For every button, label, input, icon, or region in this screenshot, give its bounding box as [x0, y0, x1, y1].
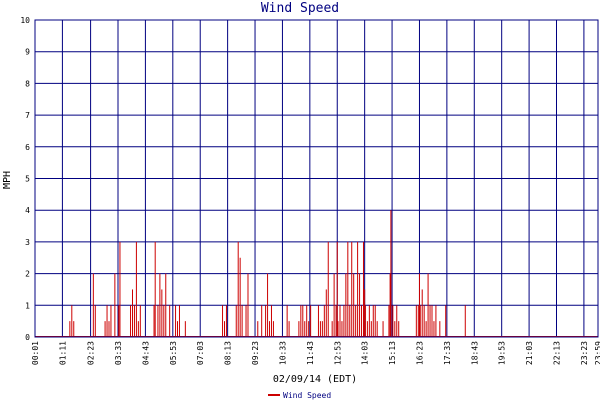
x-tick-label: 11:43: [306, 341, 315, 365]
x-tick-label: 10:33: [278, 341, 287, 365]
x-axis-label: 02/09/14 (EDT): [273, 374, 357, 385]
y-tick-label: 9: [25, 48, 30, 57]
chart-title: Wind Speed: [260, 1, 340, 16]
x-tick-label: 15:13: [388, 341, 397, 365]
y-axis-label: MPH: [2, 171, 13, 189]
x-tick-label: 03:33: [114, 341, 123, 365]
x-tick-label: 19:53: [498, 341, 507, 365]
x-tick-label: 23:59: [594, 341, 600, 365]
x-tick-label: 21:03: [525, 341, 534, 365]
x-tick-label: 12:53: [333, 341, 342, 365]
x-tick-labels: 00:01 01:11 02:23 03:33 04:43 05:53 07:03 08:13…: [31, 341, 600, 365]
x-tick-label: 07:03: [196, 341, 205, 365]
x-tick-label: 09:23: [251, 341, 260, 365]
x-tick-label: 08:13: [224, 341, 233, 365]
y-tick-label: 3: [25, 238, 30, 247]
bars-layer: [35, 210, 598, 337]
y-tick-label: 5: [25, 175, 30, 184]
x-tick-label: 23:23: [580, 341, 589, 365]
x-tick-label: 16:23: [415, 341, 424, 365]
y-tick-label: 6: [25, 143, 30, 152]
legend: Wind Speed: [268, 391, 331, 400]
x-tick-label: 18:43: [470, 341, 479, 365]
x-tick-label: 00:01: [31, 341, 40, 365]
legend-label: Wind Speed: [283, 391, 331, 400]
y-tick-label: 4: [25, 206, 30, 215]
x-tick-label: 22:13: [552, 341, 561, 365]
x-tick-label: 05:53: [169, 341, 178, 365]
y-tick-labels: 0 1 2 3 4 5 6 7 8 9 10: [20, 16, 30, 342]
y-tick-label: 2: [25, 270, 30, 279]
x-tick-label: 17:33: [443, 341, 452, 365]
y-tick-label: 7: [25, 111, 30, 120]
y-tick-label: 0: [25, 333, 30, 342]
grid-layer: [34, 19, 599, 338]
frame-layer: [34, 19, 599, 338]
y-tick-label: 8: [25, 79, 30, 88]
x-tick-label: 04:43: [141, 341, 150, 365]
x-tick-label: 02:23: [87, 341, 96, 365]
y-tick-label: 1: [25, 301, 30, 310]
x-tick-label: 14:03: [361, 341, 370, 365]
x-tick-label: 01:11: [58, 341, 67, 365]
plot-frame: [34, 19, 599, 338]
y-tick-label: 10: [20, 16, 30, 25]
